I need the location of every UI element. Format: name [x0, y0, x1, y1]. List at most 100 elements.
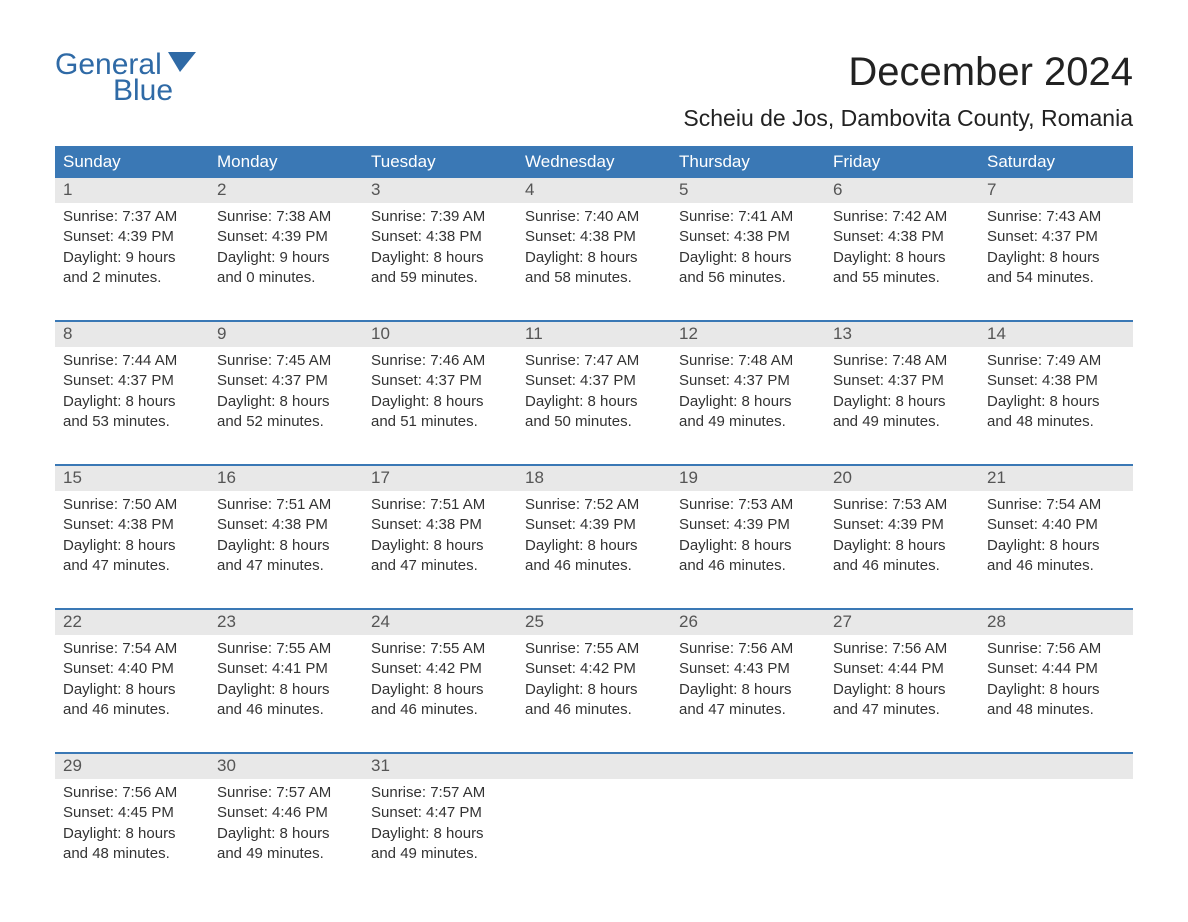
day-cell: Sunrise: 7:41 AMSunset: 4:38 PMDaylight:…: [671, 203, 825, 296]
daylight-text: and 50 minutes.: [525, 412, 663, 432]
day-cell: Sunrise: 7:45 AMSunset: 4:37 PMDaylight:…: [209, 347, 363, 440]
day-cell: Sunrise: 7:49 AMSunset: 4:38 PMDaylight:…: [979, 347, 1133, 440]
sunrise-text: Sunrise: 7:57 AM: [371, 783, 509, 803]
day-number: 14: [979, 322, 1133, 347]
day-cell: Sunrise: 7:39 AMSunset: 4:38 PMDaylight:…: [363, 203, 517, 296]
sunset-text: Sunset: 4:46 PM: [217, 803, 355, 823]
daylight-text: Daylight: 8 hours: [679, 536, 817, 556]
sunset-text: Sunset: 4:39 PM: [833, 515, 971, 535]
sunset-text: Sunset: 4:38 PM: [679, 227, 817, 247]
daylight-text: Daylight: 8 hours: [371, 392, 509, 412]
sunrise-text: Sunrise: 7:56 AM: [63, 783, 201, 803]
days-row: Sunrise: 7:37 AMSunset: 4:39 PMDaylight:…: [55, 203, 1133, 296]
sunrise-text: Sunrise: 7:51 AM: [371, 495, 509, 515]
day-cell: Sunrise: 7:51 AMSunset: 4:38 PMDaylight:…: [209, 491, 363, 584]
sunrise-text: Sunrise: 7:40 AM: [525, 207, 663, 227]
day-number: 6: [825, 178, 979, 203]
daynum-row: 22232425262728: [55, 610, 1133, 635]
week-block: 22232425262728 Sunrise: 7:54 AM Sunset: 4:…: [55, 608, 1133, 728]
page-title: December 2024: [683, 50, 1133, 95]
daylight-text: Daylight: 8 hours: [217, 824, 355, 844]
sunset-text: Sunset: 4:42 PM: [371, 659, 509, 679]
day-cell: Sunrise: 7:55 AMSunset: 4:42 PMDaylight:…: [517, 635, 671, 728]
sunset-text: Sunset: 4:39 PM: [679, 515, 817, 535]
weekday-header: Tuesday: [363, 146, 517, 178]
day-cell: Sunrise: 7:54 AMSunset: 4:40 PMDaylight:…: [979, 491, 1133, 584]
sunset-text: Sunset: 4:37 PM: [217, 371, 355, 391]
sunset-text: Sunset: 4:39 PM: [63, 227, 201, 247]
sunset-text: Sunset: 4:37 PM: [525, 371, 663, 391]
day-number: [979, 754, 1133, 779]
sunset-text: Sunset: 4:37 PM: [679, 371, 817, 391]
days-row: Sunrise: 7:56 AMSunset: 4:45 PMDaylight:…: [55, 779, 1133, 872]
sunrise-text: Sunrise: 7:56 AM: [833, 639, 971, 659]
sunrise-text: Sunrise: 7:55 AM: [525, 639, 663, 659]
daylight-text: and 47 minutes.: [63, 556, 201, 576]
daylight-text: Daylight: 8 hours: [987, 392, 1125, 412]
daylight-text: and 46 minutes.: [525, 556, 663, 576]
daylight-text: Daylight: 8 hours: [63, 536, 201, 556]
day-cell: [671, 779, 825, 872]
sunset-text: Sunset: 4:44 PM: [833, 659, 971, 679]
daylight-text: Daylight: 8 hours: [525, 248, 663, 268]
daylight-text: and 53 minutes.: [63, 412, 201, 432]
daylight-text: and 54 minutes.: [987, 268, 1125, 288]
sunrise-text: Sunrise: 7:56 AM: [679, 639, 817, 659]
week-block: 1234567Sunrise: 7:37 AMSunset: 4:39 PMDa…: [55, 178, 1133, 296]
location-text: Scheiu de Jos, Dambovita County, Romania: [683, 105, 1133, 132]
day-number: 31: [363, 754, 517, 779]
brand-word2: Blue: [113, 76, 200, 106]
weekday-header: Thursday: [671, 146, 825, 178]
sunset-text: Sunset: 4:38 PM: [371, 515, 509, 535]
day-cell: Sunrise: 7:52 AMSunset: 4:39 PMDaylight:…: [517, 491, 671, 584]
day-cell: Sunrise: 7:53 AMSunset: 4:39 PMDaylight:…: [825, 491, 979, 584]
daylight-text: and 52 minutes.: [217, 412, 355, 432]
sunset-text: Sunset: 4:41 PM: [217, 659, 355, 679]
day-number: 16: [209, 466, 363, 491]
day-cell: Sunrise: 7:56 AMSunset: 4:44 PMDaylight:…: [825, 635, 979, 728]
daylight-text: and 46 minutes.: [63, 700, 201, 720]
day-cell: Sunrise: 7:44 AMSunset: 4:37 PMDaylight:…: [55, 347, 209, 440]
daylight-text: Daylight: 8 hours: [217, 536, 355, 556]
day-cell: Sunrise: 7:51 AMSunset: 4:38 PMDaylight:…: [363, 491, 517, 584]
sunrise-text: Sunrise: 7:49 AM: [987, 351, 1125, 371]
daylight-text: Daylight: 8 hours: [371, 680, 509, 700]
daylight-text: Daylight: 8 hours: [371, 248, 509, 268]
weekday-header: Wednesday: [517, 146, 671, 178]
day-cell: [825, 779, 979, 872]
day-number: 19: [671, 466, 825, 491]
sunrise-text: Sunrise: 7:47 AM: [525, 351, 663, 371]
daylight-text: and 51 minutes.: [371, 412, 509, 432]
day-number: 1: [55, 178, 209, 203]
day-cell: Sunrise: 7:43 AMSunset: 4:37 PMDaylight:…: [979, 203, 1133, 296]
daylight-text: and 49 minutes.: [217, 844, 355, 864]
sunrise-text: Sunrise: 7:54 AM: [987, 495, 1125, 515]
day-number: 13: [825, 322, 979, 347]
daylight-text: Daylight: 8 hours: [833, 392, 971, 412]
day-number: 8: [55, 322, 209, 347]
day-cell: Sunrise: 7:48 AMSunset: 4:37 PMDaylight:…: [825, 347, 979, 440]
daynum-row: 891011121314: [55, 322, 1133, 347]
daylight-text: and 49 minutes.: [371, 844, 509, 864]
daynum-row: 1234567: [55, 178, 1133, 203]
day-number: 17: [363, 466, 517, 491]
day-cell: Sunrise: 7:50 AMSunset: 4:38 PMDaylight:…: [55, 491, 209, 584]
daylight-text: and 46 minutes.: [371, 700, 509, 720]
day-cell: Sunrise: 7:57 AMSunset: 4:46 PMDaylight:…: [209, 779, 363, 872]
daylight-text: and 48 minutes.: [63, 844, 201, 864]
sunrise-text: Sunrise: 7:44 AM: [63, 351, 201, 371]
day-number: [671, 754, 825, 779]
daylight-text: Daylight: 8 hours: [833, 536, 971, 556]
day-number: 28: [979, 610, 1133, 635]
daylight-text: and 46 minutes.: [217, 700, 355, 720]
sunset-text: Sunset: 4:38 PM: [525, 227, 663, 247]
sunrise-text: Sunrise: 7:54 AM: [63, 639, 201, 659]
day-number: [825, 754, 979, 779]
daylight-text: and 47 minutes.: [679, 700, 817, 720]
day-cell: Sunrise: 7:42 AMSunset: 4:38 PMDaylight:…: [825, 203, 979, 296]
day-number: 18: [517, 466, 671, 491]
day-cell: Sunrise: 7:53 AMSunset: 4:39 PMDaylight:…: [671, 491, 825, 584]
daylight-text: and 2 minutes.: [63, 268, 201, 288]
sunset-text: Sunset: 4:38 PM: [833, 227, 971, 247]
daylight-text: and 55 minutes.: [833, 268, 971, 288]
